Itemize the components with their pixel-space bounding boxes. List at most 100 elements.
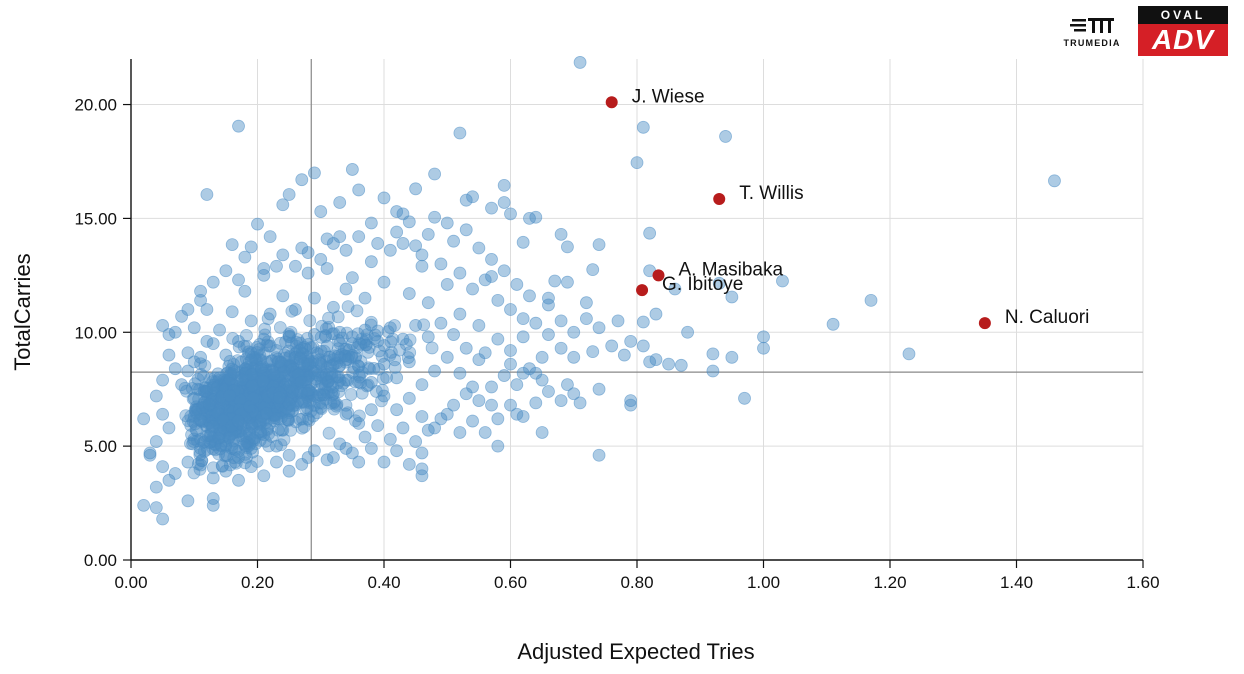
data-point — [674, 358, 688, 372]
data-point — [250, 340, 264, 354]
data-point — [327, 402, 341, 416]
y-tick-label: 20.00 — [74, 96, 117, 115]
data-point — [181, 346, 195, 360]
data-point — [339, 243, 353, 257]
data-point — [327, 395, 341, 409]
data-point — [341, 352, 355, 366]
data-point — [617, 348, 631, 362]
data-point — [294, 375, 308, 389]
data-point — [757, 330, 770, 344]
data-point — [346, 366, 360, 379]
data-point — [244, 314, 258, 328]
data-point — [194, 458, 208, 472]
data-point — [227, 384, 241, 398]
data-point — [535, 426, 549, 439]
data-point — [263, 339, 277, 353]
data-point — [265, 430, 279, 443]
data-point — [232, 119, 245, 133]
data-point — [314, 252, 328, 266]
data-point — [421, 296, 435, 310]
data-point — [586, 263, 600, 277]
data-point — [149, 480, 163, 494]
data-point — [261, 423, 275, 436]
data-point — [497, 196, 511, 209]
data-point — [453, 366, 467, 380]
data-point — [360, 379, 374, 393]
data-point — [196, 401, 210, 415]
data-point — [213, 323, 226, 337]
data-point — [592, 321, 606, 335]
data-points — [137, 56, 1061, 526]
data-point — [284, 325, 298, 339]
data-point — [401, 351, 415, 364]
data-point — [237, 437, 251, 451]
data-point — [478, 346, 492, 360]
data-point — [371, 237, 385, 250]
highlighted-point-label: J. Wiese — [632, 86, 705, 107]
data-point — [529, 210, 543, 224]
oval-adv-logo: OVAL ADV — [1138, 6, 1228, 58]
data-point — [352, 230, 366, 244]
data-point — [273, 386, 287, 400]
data-point — [149, 389, 163, 403]
data-point — [504, 398, 517, 412]
data-point — [472, 394, 486, 407]
highlighted-point — [652, 269, 665, 282]
data-point — [554, 341, 568, 355]
trumedia-logo-text: TRUMEDIA — [1063, 38, 1121, 48]
data-point — [206, 420, 220, 433]
data-point — [339, 398, 353, 412]
data-point — [497, 369, 511, 382]
data-point — [542, 298, 555, 312]
data-point — [156, 512, 170, 526]
data-point — [567, 350, 581, 364]
data-point — [434, 316, 448, 330]
data-point — [485, 380, 498, 394]
data-point — [712, 276, 726, 290]
data-point — [354, 338, 368, 351]
data-point — [367, 361, 381, 375]
data-point — [377, 275, 391, 289]
data-point — [156, 407, 170, 421]
data-point — [179, 409, 193, 423]
data-point — [403, 333, 417, 347]
data-point — [186, 392, 200, 406]
data-point — [168, 362, 182, 376]
y-tick-label: 0.00 — [84, 551, 117, 570]
data-point — [270, 411, 283, 425]
data-point — [428, 364, 442, 378]
data-point — [314, 358, 328, 372]
data-point — [402, 457, 416, 471]
data-point — [380, 370, 394, 384]
data-point — [504, 207, 517, 221]
data-point — [206, 498, 220, 512]
data-point — [902, 347, 916, 361]
data-point — [238, 250, 252, 264]
data-point — [573, 396, 587, 410]
data-point — [202, 397, 216, 411]
data-point — [403, 346, 417, 359]
data-point — [466, 414, 479, 428]
data-point — [267, 408, 281, 422]
data-point — [344, 388, 358, 401]
data-point — [187, 321, 201, 335]
x-tick-label: 0.20 — [241, 573, 274, 592]
x-tick-label: 1.60 — [1126, 573, 1159, 592]
data-point — [257, 268, 271, 282]
data-point — [415, 248, 429, 262]
data-point — [276, 289, 290, 303]
grid-layer — [131, 59, 1144, 560]
data-point — [636, 339, 650, 353]
data-point — [415, 462, 429, 476]
data-point — [361, 345, 375, 359]
data-point — [415, 259, 429, 273]
data-point — [333, 337, 347, 350]
data-point — [523, 289, 536, 303]
data-point — [247, 391, 260, 405]
data-point — [331, 310, 345, 324]
data-point — [417, 318, 431, 332]
data-point — [377, 191, 391, 205]
highlighted-point — [636, 284, 649, 297]
data-point — [266, 386, 280, 400]
trumedia-logo: TRUMEDIA — [1056, 14, 1128, 54]
